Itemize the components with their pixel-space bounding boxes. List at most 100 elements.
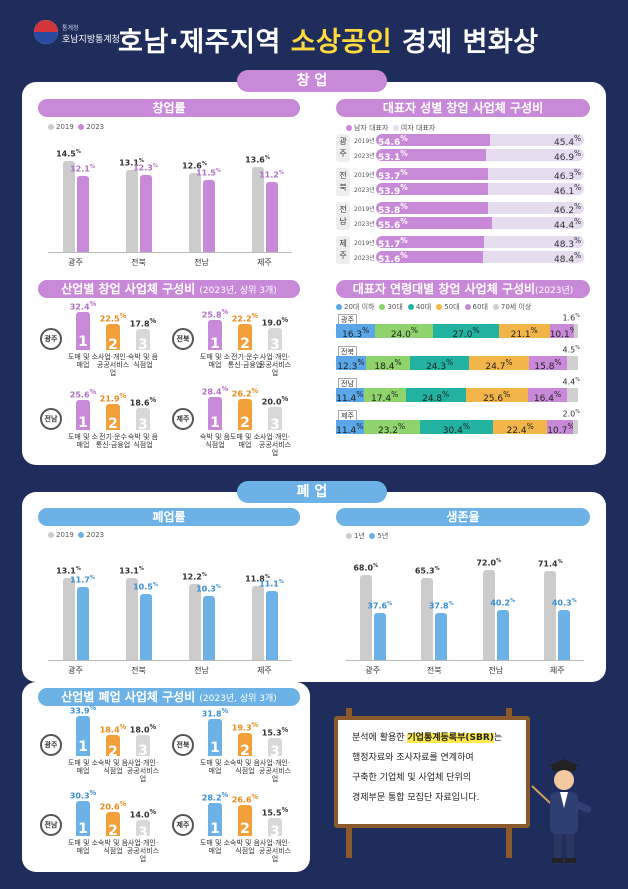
startup-rate-bar	[76, 176, 89, 252]
age-segment-label: 16.4%	[533, 390, 562, 404]
startup-rate-title: 창업률	[38, 99, 300, 117]
age-segment-label: 22.4%	[506, 422, 534, 436]
industry-startup-value-label: 25.8%	[201, 307, 229, 320]
survival-value-label: 72.0%	[476, 558, 502, 568]
age-segment: 23.2%	[363, 420, 420, 436]
survival-value-label: 37.8%	[428, 600, 454, 611]
age-70plus-label: 4.4%	[562, 377, 581, 387]
gender-female-bar	[488, 183, 584, 195]
survival-bar	[421, 578, 434, 660]
industry-closure-value-label: 30.3%	[69, 788, 97, 801]
age-segment	[567, 356, 578, 370]
age-segment: 25.6%	[465, 388, 528, 404]
industry-startup-bar: 2	[238, 324, 252, 352]
industry-closure-region-badge: 전남	[40, 814, 62, 836]
industry-closure-value-label: 28.2%	[201, 791, 229, 803]
industry-closure-value-label: 26.6%	[231, 792, 259, 805]
industry-startup-region-badge: 제주	[172, 408, 194, 430]
closure-rate-value-label: 12.2%	[182, 571, 207, 582]
age-segment-label: 10.1%	[549, 326, 577, 340]
age-chart: 광주16.3%24.0%27.0%21.1%10.1%1.6%전북12.3%18…	[336, 313, 590, 442]
startup-rate-bar	[265, 182, 278, 252]
age-segment-label: 12.3%	[337, 358, 365, 372]
closure-rate-value-label: 13.1%	[119, 566, 144, 576]
age-segment-label: 21.1%	[510, 326, 538, 340]
industry-closure-category-label: 숙박 및 음식점업	[229, 839, 261, 855]
survival-value-label: 40.3%	[551, 597, 577, 608]
industry-startup-value-label: 19.0%	[261, 315, 289, 328]
legend-dot-2023	[78, 124, 85, 130]
gender-male-value: 53.7%	[378, 168, 408, 182]
closure-rate-legend: 2019 2023	[48, 531, 104, 539]
closure-rate-region-label: 제주	[257, 666, 272, 675]
industry-closure-value-label: 31.8%	[201, 706, 229, 719]
closure-rate-region-label: 광주	[68, 666, 83, 675]
section-closure: 폐 업	[237, 481, 387, 503]
industry-startup-bar: 3	[136, 329, 150, 353]
gender-male-bar	[376, 168, 488, 180]
gender-year-label: 2023년	[354, 255, 375, 262]
startup-rate-value-label: 14.5%	[56, 149, 81, 160]
age-segment: 22.4%	[493, 420, 548, 436]
closure-rate-bar	[125, 578, 138, 660]
industry-closure-value-label: 14.0%	[129, 807, 157, 820]
industry-startup-bar: 1	[76, 312, 90, 350]
industry-startup-region-badge: 전남	[40, 408, 62, 430]
startup-rate-value-label: 11.2%	[259, 170, 284, 180]
closure-rate-value-label: 10.5%	[133, 582, 158, 593]
age-segment: 10.1%	[549, 324, 577, 340]
industry-startup-value-label: 26.2%	[231, 387, 259, 400]
age-segment-label: 11.4%	[336, 390, 364, 404]
survival-value-label: 71.4%	[537, 558, 563, 569]
gender-male-value: 53.1%	[378, 149, 408, 163]
section-startup: 창 업	[237, 70, 387, 92]
page-title: 호남·제주지역 소상공인 경제 변화상	[118, 27, 539, 58]
age-segment: 12.3%	[336, 356, 366, 372]
gender-female-value: 46.9%	[554, 149, 582, 163]
closure-rate-bar	[188, 583, 201, 660]
age-segment-label: 24.0%	[390, 326, 418, 340]
age-70plus-label: 2.0%	[562, 409, 581, 419]
gender-female-value: 44.4%	[554, 217, 582, 231]
closure-rate-bar	[139, 594, 152, 660]
survival-value-label: 65.3%	[414, 566, 440, 577]
startup-rate-value-label: 12.6%	[182, 161, 207, 171]
survival-value-label: 68.0%	[353, 563, 379, 573]
gender-year-label: 2019년	[354, 206, 375, 213]
industry-closure-region-badge: 전북	[172, 734, 194, 756]
survival-region-label: 전북	[426, 666, 442, 675]
closure-rate-region-label: 전북	[131, 666, 146, 675]
startup-rate-region-label: 광주	[68, 258, 83, 267]
startup-rate-bar	[188, 173, 201, 252]
legend-dot-female	[392, 125, 399, 131]
startup-rate-value-label: 13.1%	[119, 158, 144, 168]
survival-bar	[482, 570, 495, 660]
industry-startup-category-label: 숙박 및 음식점업	[199, 433, 231, 449]
survival-region-label: 광주	[365, 666, 381, 675]
age-legend-label: 60대	[472, 303, 488, 311]
gender-female-value: 48.3%	[554, 236, 582, 250]
age-segment-label: 23.2%	[377, 422, 406, 436]
closure-rate-value-label: 13.1%	[56, 566, 81, 576]
industry-startup-value-label: 25.6%	[69, 388, 97, 400]
startup-rate-chart: 14.5% 12.1% 광주 13.1% 12.3% 전북 12.6% 11.5% 전남 13.6…	[44, 140, 296, 272]
gender-female-value: 46.2%	[554, 202, 582, 216]
statistics-logo-icon	[34, 20, 58, 44]
industry-startup-bar: 1	[208, 319, 222, 352]
startup-rate-region-label: 전북	[131, 258, 146, 267]
startup-rate-bar	[202, 180, 215, 252]
gender-male-value: 53.8%	[378, 202, 408, 216]
industry-startup-bar: 1	[76, 400, 90, 431]
gender-legend: 남자 대표자 여자 대표자	[346, 123, 435, 133]
industry-closure-bar: 1	[76, 800, 90, 837]
industry-closure-category-label: 숙박 및 음식점업	[229, 759, 261, 775]
age-segment	[574, 324, 578, 338]
industry-closure-title: 산업별 폐업 사업체 구성비 (2023년, 상위 3개)	[38, 688, 300, 706]
survival-chart: 68.0% 37.6% 광주 65.3% 37.8% 전북 72.0% 40.2% 전남 71.4…	[342, 548, 588, 678]
startup-rate-value-label: 11.5%	[196, 168, 221, 178]
industry-startup-value-label: 32.4%	[69, 300, 97, 312]
age-legend-label: 30대	[387, 303, 403, 311]
age-legend: 20대 이하 30대 40대 50대 60대 70세 이상	[336, 302, 590, 312]
age-segment: 18.4%	[365, 356, 411, 372]
industry-startup-value-label: 17.8%	[129, 317, 157, 329]
